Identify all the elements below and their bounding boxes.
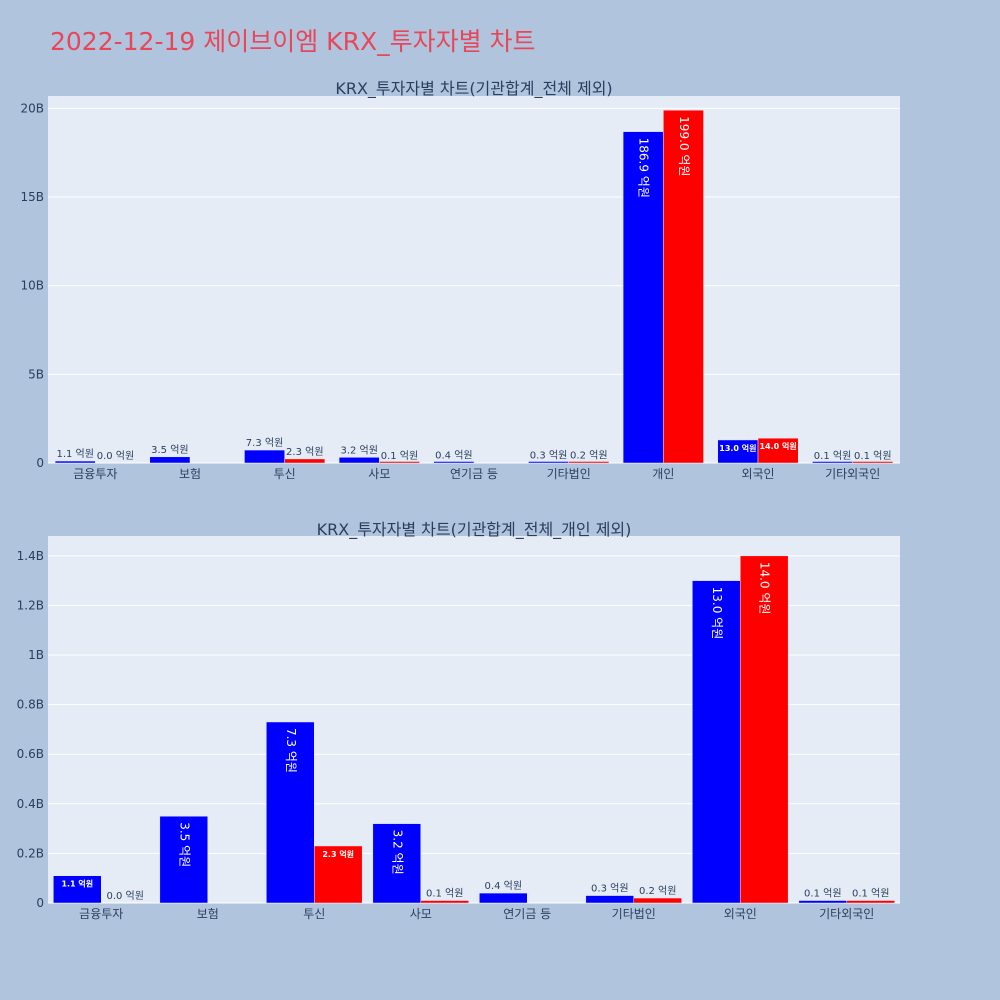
bar-buy[interactable] [585, 895, 635, 904]
data-label: 13.0 억원 [719, 443, 756, 453]
data-label: 0.1 억원 [852, 888, 889, 900]
data-label: 1.1 억원 [61, 879, 93, 889]
bar-buy[interactable] [433, 461, 475, 464]
x-tick-label: 기타외국인 [825, 467, 880, 481]
bar-sell[interactable] [852, 461, 894, 464]
data-label: 0.1 억원 [804, 888, 841, 900]
bar-buy[interactable] [372, 823, 422, 904]
y-tick-label: 0.2B [17, 846, 44, 860]
bar-sell[interactable] [379, 461, 420, 464]
chart-top: KRX_투자자별 차트(기관합계_전체 제외) 0 5B 10B 15B 20B 1.1 억… [20, 79, 900, 481]
x-tick-label: 외국인 [724, 907, 757, 921]
x-tick-label: 기타법인 [547, 467, 591, 481]
data-label: 3.2 억원 [390, 830, 404, 875]
bar-buy[interactable] [692, 580, 741, 904]
x-tick-label: 보험 [179, 467, 201, 481]
x-tick-label: 개인 [652, 467, 674, 481]
data-label: 14.0 억원 [758, 562, 772, 615]
bar-buy[interactable] [798, 900, 848, 904]
data-label: 0.0 억원 [106, 890, 143, 902]
data-label: 7.3 억원 [246, 437, 283, 449]
y-tick-label: 20B [20, 101, 44, 115]
bar-sell[interactable] [663, 109, 704, 464]
data-label: 3.2 억원 [340, 444, 377, 456]
data-label: 0.4 억원 [485, 880, 522, 892]
data-label: 13.0 억원 [710, 587, 724, 640]
x-tick-label: 연기금 등 [450, 467, 498, 481]
x-tick-label: 사모 [410, 907, 432, 921]
plot-area [48, 96, 900, 463]
data-label: 0.1 억원 [426, 888, 463, 900]
bar-buy[interactable] [266, 721, 315, 904]
page-title: 2022-12-19 제이브이엠 KRX_투자자별 차트 [50, 27, 536, 56]
bar-buy[interactable] [149, 456, 191, 464]
y-tick-label: 0.6B [17, 747, 44, 761]
bar-buy[interactable] [54, 460, 96, 464]
data-label: 2.3 억원 [322, 849, 354, 859]
data-label: 0.1 억원 [381, 450, 418, 462]
bar-sell[interactable] [633, 897, 682, 904]
x-tick-label: 외국인 [741, 467, 774, 481]
bar-buy[interactable] [528, 461, 569, 464]
x-tick-label: 금융투자 [73, 467, 117, 481]
chart-title: KRX_투자자별 차트(기관합계_전체_개인 제외) [317, 520, 632, 540]
bar-sell[interactable] [420, 900, 469, 904]
bar-buy[interactable] [622, 131, 664, 464]
chart-bottom: KRX_투자자별 차트(기관합계_전체_개인 제외) 0 0.2B 0.4B 0.6B 0… [17, 520, 900, 921]
y-tick-label: 1.2B [17, 598, 44, 612]
bar-sell[interactable] [314, 845, 363, 904]
x-tick-label: 기타외국인 [819, 907, 874, 921]
data-label: 0.2 억원 [639, 885, 676, 897]
data-label: 1.1 억원 [56, 448, 93, 460]
bar-sell[interactable] [740, 555, 789, 904]
data-label: 199.0 억원 [677, 116, 691, 176]
bar-sell[interactable] [568, 461, 610, 464]
y-tick-label: 0 [36, 456, 44, 470]
data-label: 14.0 억원 [759, 441, 796, 451]
y-tick-label: 0.4B [17, 797, 44, 811]
data-label: 186.9 억원 [637, 138, 651, 198]
x-tick-label: 보험 [197, 907, 219, 921]
chart-title: KRX_투자자별 차트(기관합계_전체 제외) [335, 79, 612, 99]
y-tick-label: 10B [20, 279, 44, 293]
data-label: 2.3 억원 [286, 446, 323, 458]
x-tick-label: 연기금 등 [503, 907, 551, 921]
data-label: 0.1 억원 [814, 450, 851, 462]
x-tick-label: 투신 [303, 907, 325, 921]
data-label: 0.1 억원 [854, 450, 891, 462]
bar-sell[interactable] [284, 458, 326, 464]
data-label: 0.3 억원 [591, 883, 628, 895]
data-label: 0.4 억원 [435, 449, 472, 461]
bar-sell[interactable] [846, 900, 895, 904]
data-label: 0.3 억원 [530, 449, 567, 461]
y-tick-label: 15B [20, 190, 44, 204]
bar-buy[interactable] [479, 892, 528, 904]
y-tick-label: 0.8B [17, 698, 44, 712]
x-tick-label: 기타법인 [612, 907, 656, 921]
y-tick-label: 1.4B [17, 549, 44, 563]
x-tick-label: 사모 [368, 467, 390, 481]
bar-buy[interactable] [53, 875, 102, 904]
data-label: 7.3 억원 [284, 728, 298, 773]
bar-buy[interactable] [244, 449, 285, 464]
bar-buy[interactable] [338, 457, 380, 464]
x-tick-label: 투신 [274, 467, 296, 481]
y-tick-label: 5B [28, 367, 44, 381]
data-label: 0.0 억원 [97, 450, 134, 462]
bar-sell[interactable] [757, 437, 799, 464]
data-label: 3.5 억원 [177, 822, 191, 867]
data-label: 0.2 억원 [570, 450, 607, 462]
x-tick-label: 금융투자 [79, 907, 123, 921]
y-tick-label: 1B [28, 648, 44, 662]
bar-buy[interactable] [159, 815, 208, 904]
data-label: 3.5 억원 [151, 444, 188, 456]
y-tick-label: 0 [36, 896, 44, 910]
